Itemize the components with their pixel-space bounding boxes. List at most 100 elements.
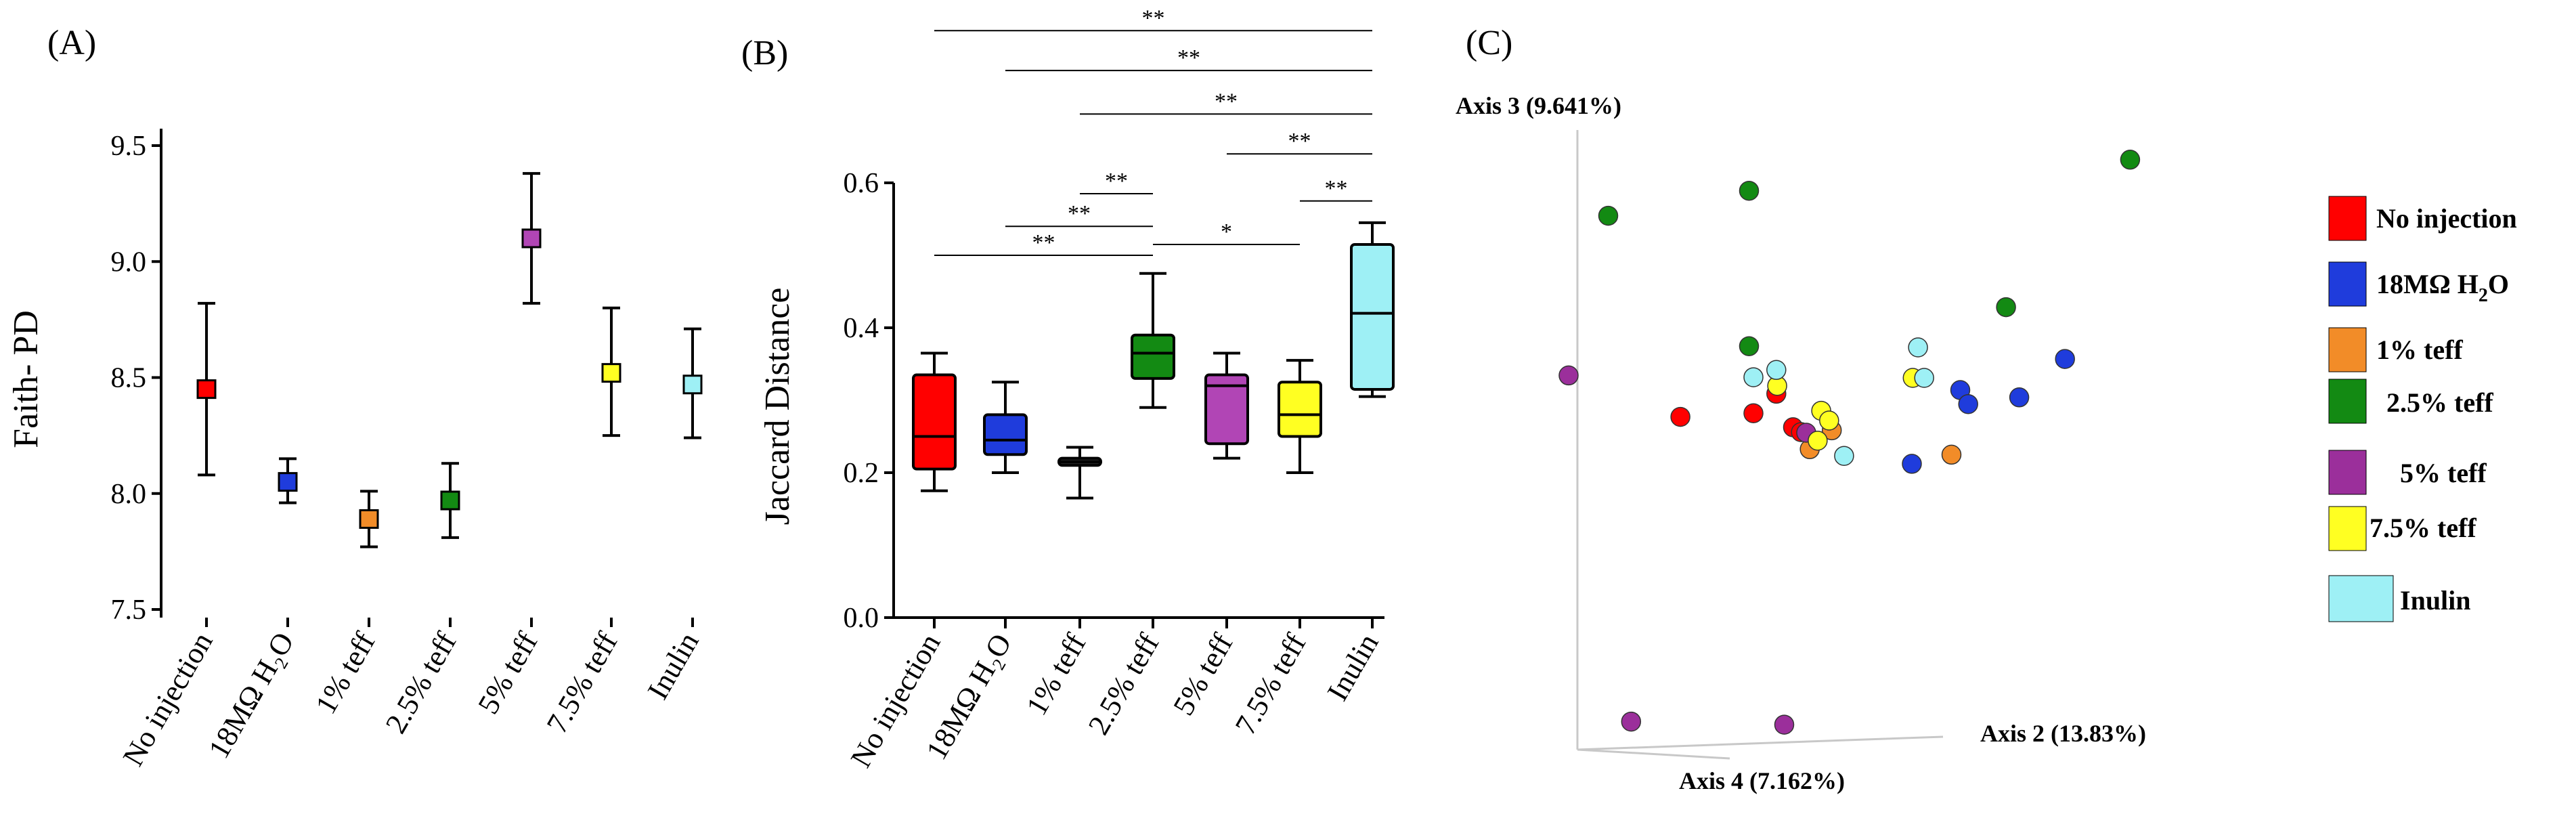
- panel-a-x-tick-label-5-teff: 5% teff: [471, 626, 544, 719]
- pcoa-axis-3-label: Axis 3 (9.641%): [1456, 92, 1621, 119]
- panel-b-box-no-injection: [912, 373, 957, 471]
- pcoa-legend: No injection 18MΩ H2O 1% teff 2.5% teff …: [2328, 196, 2517, 622]
- legend-label-18mohm-water-main: 18MΩ H: [2376, 269, 2479, 299]
- panel-b-box-18m-h-o: [983, 413, 1028, 456]
- legend-label-no-injection: No injection: [2376, 203, 2517, 234]
- legend-label-18mohm-water-tail: O: [2488, 269, 2509, 299]
- panel-a-y-axis-title: Faith- PD: [7, 310, 45, 448]
- pcoa-point-7-5-teff: [1819, 410, 1839, 431]
- panel-b-y-tick-label: 0.6: [844, 168, 879, 199]
- panel-b-x-tick-label-7-5-teff: 7.5% teff: [1229, 628, 1313, 740]
- legend-swatch-1pct-teff: [2328, 327, 2367, 372]
- pcoa-point-7-5-teff: [1808, 430, 1828, 451]
- pcoa-axis-2-label: Axis 2 (13.83%): [1980, 720, 2146, 747]
- legend-swatch-2-5pct-teff: [2328, 379, 2367, 424]
- panel-b-box-inulin: [1350, 242, 1395, 391]
- pcoa-axis-4-line: [1577, 748, 1730, 760]
- panel-a-y-tick-label: 9.5: [111, 131, 147, 162]
- pcoa-point-no-injection: [1743, 403, 1764, 423]
- legend-label-5pct-teff: 5% teff: [2400, 458, 2487, 488]
- pcoa-point-2-5-teff: [2120, 150, 2141, 170]
- legend-label-18mohm-water-sub: 2: [2479, 285, 2488, 306]
- legend-label-7-5pct-teff: 7.5% teff: [2370, 513, 2476, 543]
- legend-swatch-5pct-teff: [2328, 450, 2367, 495]
- pcoa-point-2-5-teff: [1996, 297, 2016, 318]
- panel-b-box-2-5-teff: [1131, 333, 1175, 380]
- pcoa-point-inulin: [1743, 367, 1764, 387]
- panel-a-x-tick-label-7-5-teff: 7.5% teff: [540, 626, 624, 739]
- legend-swatch-no-injection: [2328, 196, 2367, 241]
- panel-a-mean-marker-5-teff: [521, 228, 542, 249]
- legend-label-2-5pct-teff: 2.5% teff: [2386, 387, 2493, 418]
- pcoa-point-5-teff: [1774, 714, 1795, 735]
- panel-b-significance-brackets: **************** *: [934, 5, 1372, 256]
- pcoa-point-inulin: [1766, 360, 1787, 381]
- panel-b-y-axis-title: Jaccard Distance: [758, 288, 797, 525]
- panel-b-significance-label: **: [1288, 129, 1311, 154]
- panel-b-label: (B): [741, 34, 788, 72]
- panel-b-significance-label: **: [1142, 5, 1165, 30]
- panel-b-significance-label: **: [1177, 45, 1200, 70]
- pcoa-point-18m-h2o: [1902, 454, 1922, 474]
- pcoa-point-1-teff: [1941, 444, 1962, 465]
- pcoa-point-5-teff: [1621, 711, 1642, 732]
- panel-a-x-tick-label-inulin: Inulin: [641, 627, 705, 706]
- panel-b: (B) Jaccard Distance 0.00.20.40.6 ******…: [741, 5, 1395, 773]
- panel-b-y-tick-label: 0.0: [844, 603, 879, 634]
- pcoa-point-2-5-teff: [1739, 336, 1760, 356]
- pcoa-point-18m-h2o: [1958, 393, 1978, 414]
- panel-b-significance-label: **: [1032, 230, 1055, 255]
- panel-a-y-tick-label: 7.5: [111, 595, 147, 626]
- panel-a-y-tick-label: 9.0: [111, 246, 147, 278]
- panel-a-x-tick-label-1-teff: 1% teff: [309, 626, 382, 719]
- panel-a-label: (A): [47, 24, 96, 62]
- panel-a-mean-marker-inulin: [682, 374, 703, 395]
- panel-b-x-tick-label-5-teff: 5% teff: [1166, 628, 1240, 721]
- panel-a-y-ticks: 7.5 8.0 8.5 9.0 9.5: [111, 131, 161, 626]
- pcoa-point-no-injection: [1670, 406, 1690, 427]
- panel-b-x-tick-label-inulin: Inulin: [1321, 628, 1385, 707]
- panel-a-x-tick-label-2-5-teff: 2.5% teff: [379, 626, 463, 739]
- panel-a-x-tick-label-no-injection: No injection: [116, 627, 219, 772]
- panel-a-mean-marker-7-5-teff: [601, 363, 621, 383]
- pcoa-point-2-5-teff: [1739, 180, 1760, 201]
- panel-b-significance-label: **: [1105, 169, 1128, 194]
- pcoa-points: [1558, 150, 2141, 735]
- panel-a-mean-marker-2-5-teff: [440, 490, 460, 511]
- panel-a-mean-marker-1-teff: [359, 509, 379, 529]
- panel-b-boxes: [912, 221, 1395, 628]
- panel-b-significance-label: **: [1215, 89, 1238, 114]
- pcoa-point-18m-h2o: [2009, 387, 2030, 408]
- pcoa-point-2-5-teff: [1598, 205, 1619, 226]
- legend-swatch-18mohm-water: [2328, 261, 2367, 307]
- panel-a-y-tick-label: 8.5: [111, 363, 147, 394]
- panel-b-box-7-5-teff: [1278, 381, 1322, 438]
- panel-a: (A) Faith- PD 7.5 8.0 8.5 9.0 9.5 No injecti…: [7, 24, 705, 771]
- pcoa-point-inulin: [1908, 337, 1928, 358]
- pcoa-point-inulin: [1914, 368, 1934, 388]
- legend-label-1pct-teff: 1% teff: [2376, 335, 2463, 365]
- legend-label-18mohm-water: 18MΩ H2O: [2376, 269, 2509, 306]
- pcoa-point-18m-h2o: [2055, 349, 2075, 369]
- legend-label-inulin: Inulin: [2400, 585, 2471, 616]
- panel-c-label: (C): [1466, 24, 1512, 62]
- pcoa-point-5-teff: [1558, 365, 1579, 386]
- panel-b-y-ticks: 0.0 0.2 0.4 0.6: [844, 168, 894, 634]
- panel-b-significance-label: **: [1068, 201, 1091, 226]
- panel-b-box-5-teff: [1204, 373, 1249, 446]
- panel-b-y-tick-label: 0.4: [844, 313, 879, 344]
- pcoa-point-inulin: [1834, 446, 1854, 466]
- panel-b-x-tick-label-1-teff: 1% teff: [1020, 628, 1093, 721]
- panel-c: (C) Axis 3 (9.641%) Axis 2 (13.83%) Axis…: [1456, 24, 2517, 794]
- panel-b-significance-label: *: [1221, 219, 1232, 244]
- panel-a-mean-marker-18m-h-o: [278, 472, 298, 492]
- panel-b-significance-label: **: [1325, 176, 1348, 201]
- legend-swatch-7-5pct-teff: [2328, 506, 2367, 551]
- legend-swatch-inulin: [2328, 575, 2394, 622]
- panel-a-y-tick-label: 8.0: [111, 479, 147, 510]
- panel-a-mean-marker-no-injection: [196, 379, 217, 400]
- panel-b-x-tick-label-2-5-teff: 2.5% teff: [1082, 628, 1166, 740]
